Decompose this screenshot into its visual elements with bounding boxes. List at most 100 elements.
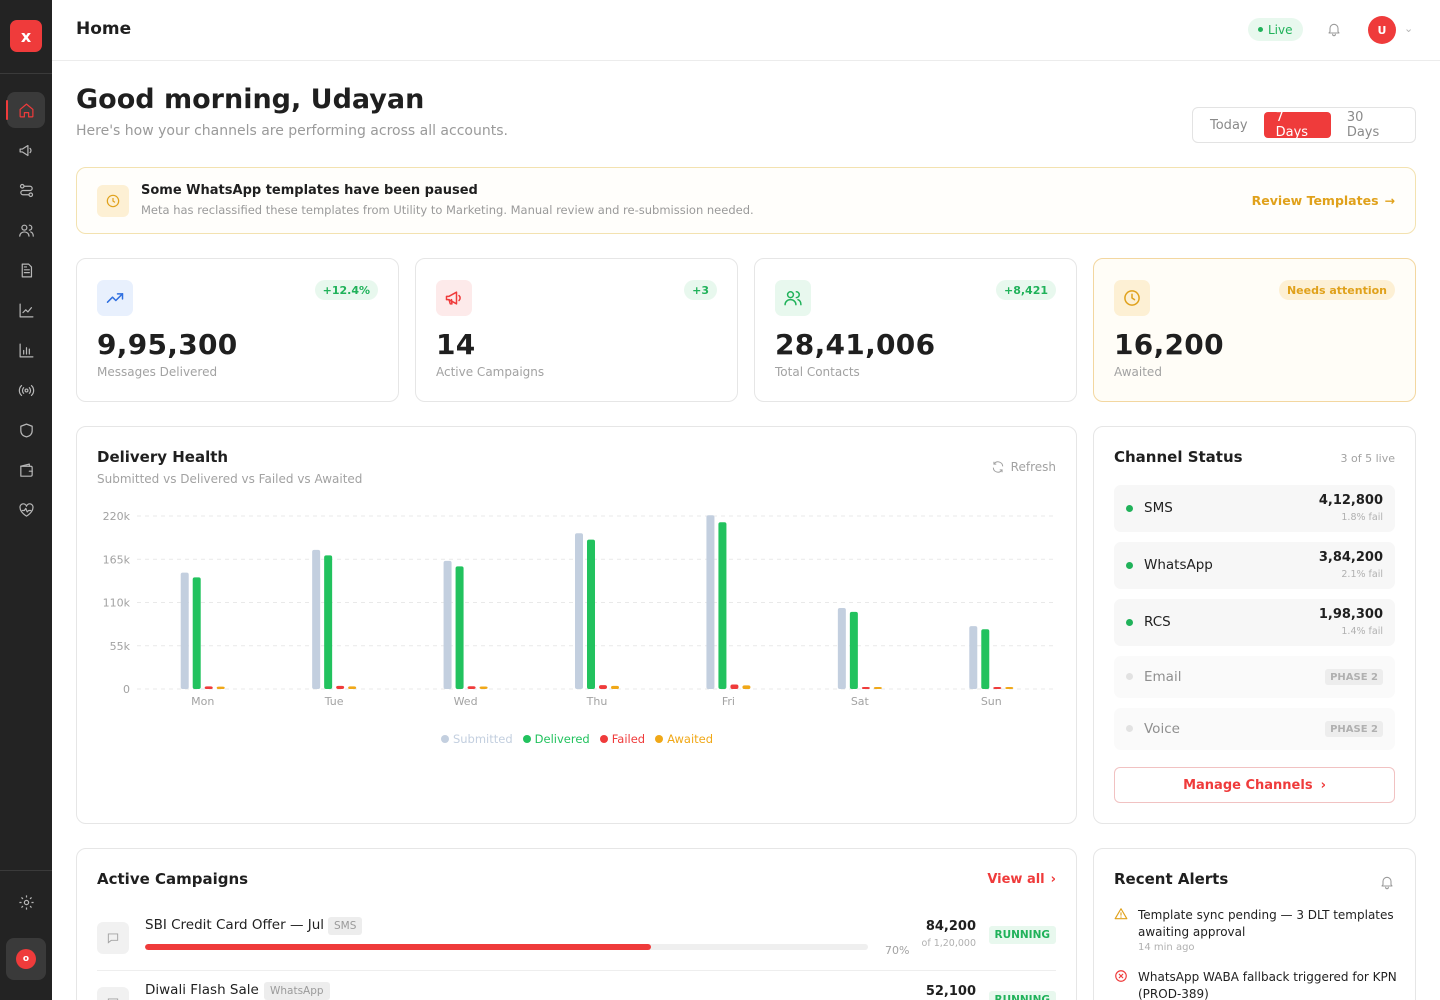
kpi-icon-box	[436, 280, 472, 316]
campaign-row[interactable]: SBI Credit Card Offer — Jul SMS 70% 84,2…	[97, 914, 1056, 978]
kpi-value: 28,41,006	[775, 328, 936, 361]
bell-icon	[1381, 876, 1393, 890]
recent-alerts-title: Recent Alerts	[1114, 870, 1229, 888]
range-7days-button[interactable]: 7 Days	[1263, 110, 1331, 140]
campaign-progress-percent: 70%	[885, 944, 910, 957]
view-all-label: View all	[987, 872, 1045, 887]
channel-fail-rate: 2.1% fail	[1341, 569, 1383, 580]
megaphone-icon	[445, 291, 461, 305]
sidebar-nav	[0, 90, 52, 530]
clock-icon	[106, 194, 120, 208]
sidebar-item-wallet[interactable]	[0, 450, 52, 490]
sidebar-item-templates[interactable]	[0, 250, 52, 290]
campaign-name: SBI Credit Card Offer — Jul	[145, 917, 325, 933]
status-dot-icon	[1126, 619, 1133, 626]
user-menu-button[interactable]: o	[6, 938, 46, 980]
legend-item-delivered[interactable]: Delivered	[522, 732, 590, 746]
sidebar-item-home[interactable]	[0, 90, 52, 130]
legend-item-failed[interactable]: Failed	[599, 732, 645, 746]
sidebar-item-channels[interactable]	[0, 370, 52, 410]
sidebar-item-health[interactable]	[0, 490, 52, 530]
delivery-health-title: Delivery Health	[97, 448, 229, 466]
bar-failed-sat	[861, 687, 870, 689]
live-label: Live	[1268, 22, 1293, 37]
channel-row-sms[interactable]: SMS 4,12,800 1.8% fail	[1114, 485, 1395, 532]
sidebar-item-reports[interactable]	[0, 330, 52, 370]
kpi-card-messages-delivered[interactable]: +12.4% 9,95,300 Messages Delivered	[76, 258, 399, 402]
bar-awaited-thu	[611, 685, 619, 689]
heart-pulse-icon	[18, 502, 34, 517]
campaign-row[interactable]: Diwali Flash Sale WhatsApp 52,100 RUNNIN…	[97, 979, 1056, 1000]
clock-icon	[1124, 290, 1140, 306]
sidebar-item-compliance[interactable]	[0, 410, 52, 450]
channel-list: SMS 4,12,800 1.8% fail WhatsApp 3,84,200…	[1114, 485, 1395, 760]
channel-row-whatsapp[interactable]: WhatsApp 3,84,200 2.1% fail	[1114, 542, 1395, 589]
kpi-icon-box	[775, 280, 811, 316]
bar-submitted-fri	[706, 515, 715, 689]
channel-name: SMS	[1144, 500, 1173, 516]
warning-icon	[1114, 908, 1128, 920]
channel-row-rcs[interactable]: RCS 1,98,300 1.4% fail	[1114, 599, 1395, 646]
active-campaigns-card: Active Campaigns View all › SBI Credit C…	[76, 848, 1077, 1000]
notifications-button[interactable]	[1326, 21, 1342, 41]
refresh-label: Refresh	[1010, 460, 1056, 474]
range-30days-button[interactable]: 30 Days	[1346, 110, 1380, 140]
channel-status-title: Channel Status	[1114, 448, 1243, 466]
kpi-change-badge: +3	[684, 280, 717, 300]
alerts-bell-button[interactable]	[1379, 874, 1395, 894]
paused-templates-banner: Some WhatsApp templates have been paused…	[76, 167, 1416, 234]
bar-submitted-mon	[180, 572, 189, 689]
bar-submitted-wed	[443, 560, 452, 689]
chevron-right-icon: ›	[1050, 872, 1056, 887]
greeting-title: Good morning, Udayan	[76, 84, 425, 115]
phase-badge: PHASE 2	[1325, 669, 1383, 685]
bar-failed-sun	[993, 687, 1002, 689]
view-all-link[interactable]: View all ›	[987, 872, 1056, 887]
campaign-channel-tag: SMS	[328, 917, 363, 935]
bar-failed-mon	[204, 686, 213, 689]
bar-awaited-mon	[216, 686, 225, 689]
range-today-button[interactable]: Today	[1210, 117, 1248, 133]
manage-channels-label: Manage Channels	[1183, 777, 1313, 793]
trending-up-icon	[106, 293, 124, 303]
chevron-down-icon[interactable]: ⌄	[1404, 22, 1414, 35]
legend-item-submitted[interactable]: Submitted	[440, 732, 513, 746]
kpi-card-awaited[interactable]: Needs attention 16,200 Awaited	[1093, 258, 1416, 402]
x-tick-label: Fri	[722, 695, 735, 708]
bar-chart-icon	[19, 343, 33, 357]
kpi-label: Total Contacts	[775, 365, 860, 379]
bar-delivered-mon	[192, 577, 201, 689]
channel-volume: 3,84,200	[1318, 550, 1383, 565]
bar-awaited-tue	[348, 686, 357, 689]
banner-icon-box	[97, 185, 129, 217]
bar-delivered-wed	[455, 566, 464, 689]
y-tick-label: 165k	[103, 553, 131, 566]
x-tick-label: Sun	[981, 695, 1002, 708]
x-tick-label: Thu	[586, 695, 608, 708]
bar-awaited-sat	[873, 687, 882, 689]
y-tick-label: 0	[123, 683, 130, 696]
channel-name: WhatsApp	[1144, 557, 1213, 573]
sidebar-item-campaigns[interactable]	[0, 130, 52, 170]
refresh-button[interactable]: Refresh	[991, 460, 1056, 474]
kpi-card-active-campaigns[interactable]: +3 14 Active Campaigns	[415, 258, 738, 402]
review-templates-link[interactable]: Review Templates →	[1252, 193, 1395, 208]
settings-button[interactable]	[0, 882, 52, 922]
avatar[interactable]: U	[1368, 16, 1396, 44]
banner-title: Some WhatsApp templates have been paused	[141, 183, 478, 198]
kpi-card-total-contacts[interactable]: +8,421 28,41,006 Total Contacts	[754, 258, 1077, 402]
legend-item-awaited[interactable]: Awaited	[655, 732, 713, 746]
kpi-value: 16,200	[1114, 328, 1224, 361]
manage-channels-button[interactable]: Manage Channels ›	[1114, 767, 1395, 803]
channel-volume: 4,12,800	[1318, 493, 1383, 508]
bar-submitted-sat	[837, 608, 846, 689]
kpi-value: 14	[436, 328, 476, 361]
campaign-progress-fill	[145, 944, 652, 950]
sidebar-item-analytics[interactable]	[0, 290, 52, 330]
app-logo[interactable]: x	[10, 20, 42, 52]
sidebar-item-contacts[interactable]	[0, 210, 52, 250]
needs-attention-badge: Needs attention	[1278, 280, 1395, 300]
kpi-label: Awaited	[1114, 365, 1162, 379]
sidebar-item-flows[interactable]	[0, 170, 52, 210]
bar-failed-thu	[599, 685, 607, 689]
